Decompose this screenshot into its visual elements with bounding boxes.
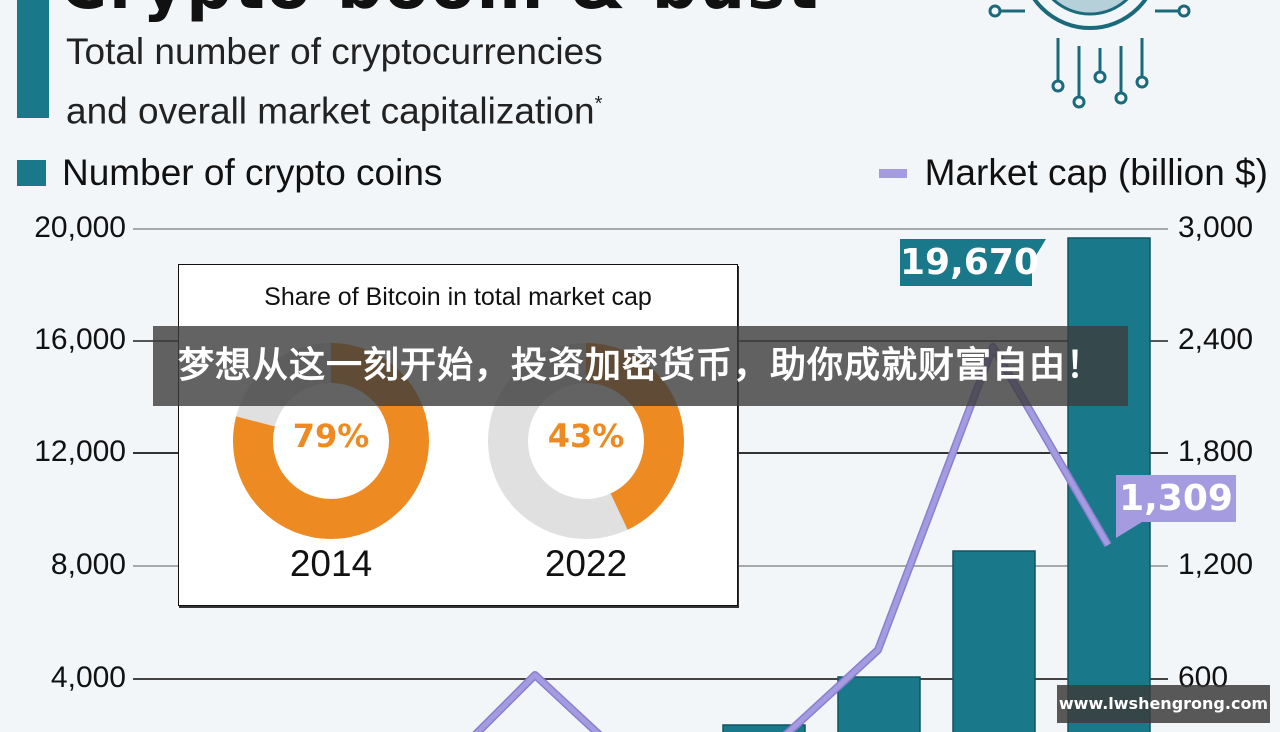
donut-2014-year: 2014	[289, 543, 373, 584]
bitcoin-share-inset: Share of Bitcoin in total market cap 79%…	[178, 264, 738, 606]
bar-3	[952, 550, 1036, 732]
legend-bar-swatch	[17, 160, 46, 186]
bar-1	[722, 724, 806, 732]
coin-circuit-icon	[988, 0, 1191, 109]
left-tick-16000: 16,000	[34, 323, 126, 356]
callout-marketcap-latest: 1,309	[1116, 475, 1236, 522]
chart-title: Crypto boom & bust	[60, 0, 820, 24]
subtitle-line-2: and overall market capitalization	[66, 90, 595, 132]
right-tick-1800: 1,800	[1178, 435, 1254, 468]
legend-line: Market cap (billion $)	[878, 152, 1268, 194]
legend-line-label: Market cap (billion $)	[924, 152, 1268, 193]
bar-2	[837, 676, 921, 732]
right-tick-1200: 1,200	[1178, 548, 1254, 581]
callout-bar-pointer	[1032, 239, 1046, 262]
callout-coins-latest: 19,670	[900, 239, 1039, 286]
legend-line-swatch	[878, 168, 907, 178]
promo-banner: 梦想从这一刻开始，投资加密货币，助你成就财富自由！	[153, 326, 1128, 406]
inset-title: Share of Bitcoin in total market cap	[264, 283, 652, 311]
footnote-mark: *	[594, 93, 603, 115]
watermark: www.lwshengrong.com	[1057, 685, 1270, 723]
title-accent-bar	[17, 0, 49, 118]
donut-2022-pct: 43%	[547, 417, 625, 455]
subtitle-line-1: Total number of cryptocurrencies	[66, 31, 603, 72]
left-tick-8000: 8,000	[50, 548, 126, 581]
left-tick-12000: 12,000	[34, 435, 126, 468]
right-tick-2400: 2,400	[1178, 323, 1254, 356]
legend-bars-label: Number of crypto coins	[62, 152, 443, 193]
right-tick-3000: 3,000	[1178, 211, 1254, 244]
legend-bars: Number of crypto coins	[17, 152, 442, 194]
donut-2022-year: 2022	[544, 543, 628, 584]
donut-2014-pct: 79%	[292, 417, 370, 455]
left-tick-20000: 20,000	[34, 211, 126, 244]
left-tick-4000: 4,000	[50, 661, 126, 694]
chart-subtitle: Total number of cryptocurrencies and ove…	[66, 26, 603, 137]
